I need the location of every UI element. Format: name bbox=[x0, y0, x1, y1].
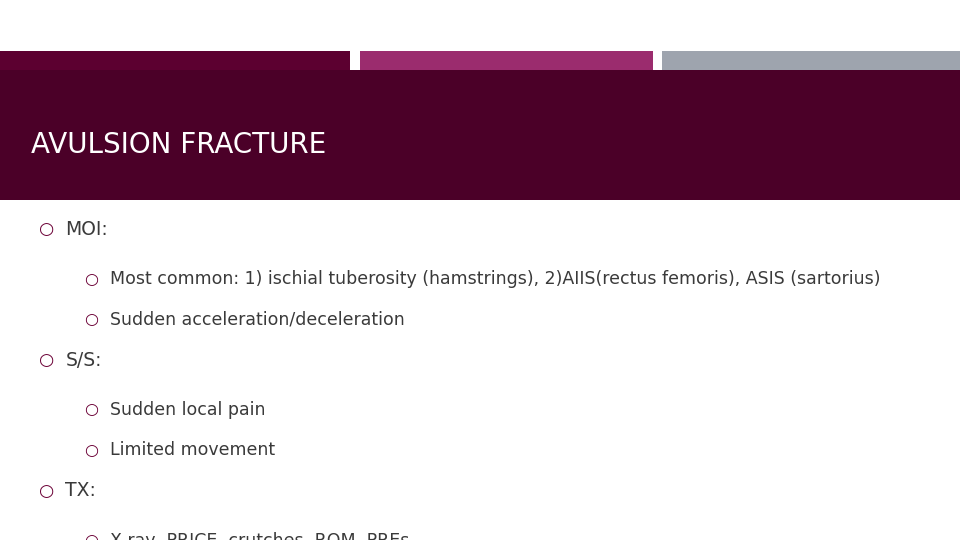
Bar bbox=[360, 51, 653, 70]
Text: ○: ○ bbox=[38, 482, 54, 500]
Text: ○: ○ bbox=[38, 220, 54, 239]
Text: ○: ○ bbox=[84, 533, 98, 540]
Text: TX:: TX: bbox=[65, 481, 96, 501]
Text: ○: ○ bbox=[84, 312, 98, 327]
Text: ○: ○ bbox=[84, 272, 98, 287]
Bar bbox=[662, 51, 960, 70]
Text: Sudden acceleration/deceleration: Sudden acceleration/deceleration bbox=[110, 310, 405, 329]
Bar bbox=[0, 51, 350, 70]
Text: AVULSION FRACTURE: AVULSION FRACTURE bbox=[31, 131, 326, 159]
Text: ○: ○ bbox=[38, 351, 54, 369]
Text: S/S:: S/S: bbox=[65, 350, 102, 370]
Text: X ray, PRICE, crutches, ROM, PREs: X ray, PRICE, crutches, ROM, PREs bbox=[110, 531, 410, 540]
Text: Sudden local pain: Sudden local pain bbox=[110, 401, 266, 419]
Text: ○: ○ bbox=[84, 402, 98, 417]
Text: Limited movement: Limited movement bbox=[110, 441, 276, 460]
Bar bbox=[0, 70, 960, 200]
Text: ○: ○ bbox=[84, 443, 98, 458]
Text: MOI:: MOI: bbox=[65, 220, 108, 239]
Text: Most common: 1) ischial tuberosity (hamstrings), 2)AIIS(rectus femoris), ASIS (s: Most common: 1) ischial tuberosity (hams… bbox=[110, 270, 881, 288]
